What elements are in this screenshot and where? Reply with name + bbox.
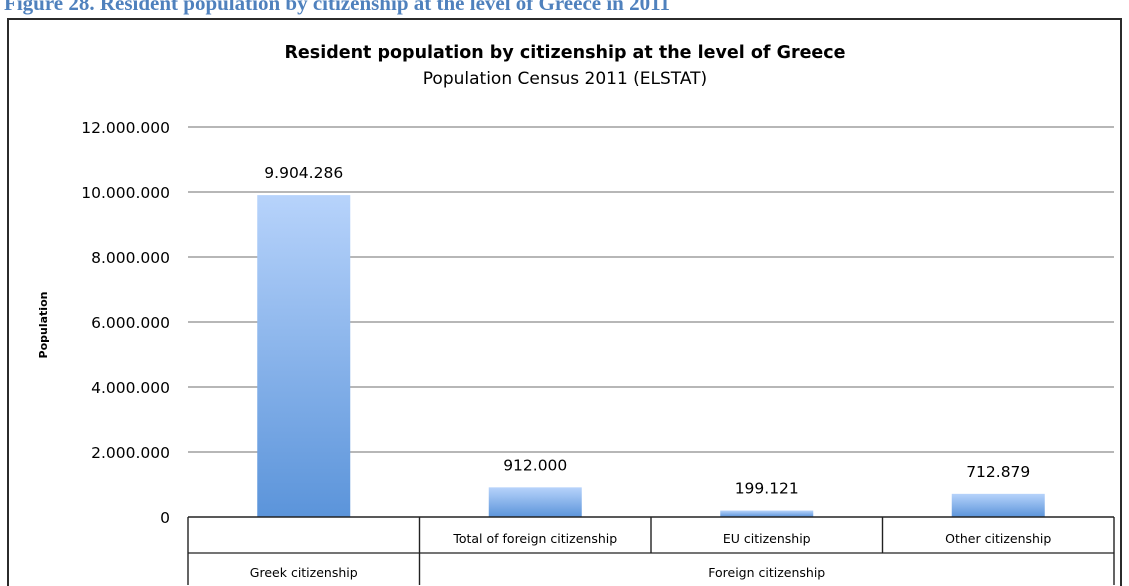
y-tick-label: 4.000.000 (91, 379, 170, 397)
y-tick-label: 0 (160, 509, 170, 527)
bar (488, 487, 582, 517)
bar (257, 195, 351, 517)
data-label: 199.121 (735, 480, 799, 498)
y-axis-label: Population (37, 292, 50, 359)
x-category-label: Other citizenship (945, 531, 1051, 546)
x-category-label: Total of foreign citizenship (452, 531, 617, 546)
y-tick-label: 6.000.000 (91, 314, 170, 332)
data-label: 9.904.286 (264, 164, 343, 182)
bar (951, 493, 1045, 517)
x-group-label: Greek citizenship (250, 565, 358, 580)
chart-subtitle: Population Census 2011 (ELSTAT) (423, 69, 707, 89)
data-label: 712.879 (966, 463, 1030, 481)
chart-title: Resident population by citizenship at th… (284, 43, 845, 63)
y-tick-label: 10.000.000 (81, 184, 170, 202)
x-category-label: EU citizenship (723, 531, 811, 546)
x-group-label: Foreign citizenship (708, 565, 825, 580)
y-tick-label: 12.000.000 (81, 119, 170, 137)
data-label: 912.000 (503, 456, 567, 474)
y-tick-label: 8.000.000 (91, 249, 170, 267)
bar (720, 510, 814, 517)
y-tick-label: 2.000.000 (91, 444, 170, 462)
figure-caption: Figure 28. Resident population by citize… (4, 0, 670, 15)
